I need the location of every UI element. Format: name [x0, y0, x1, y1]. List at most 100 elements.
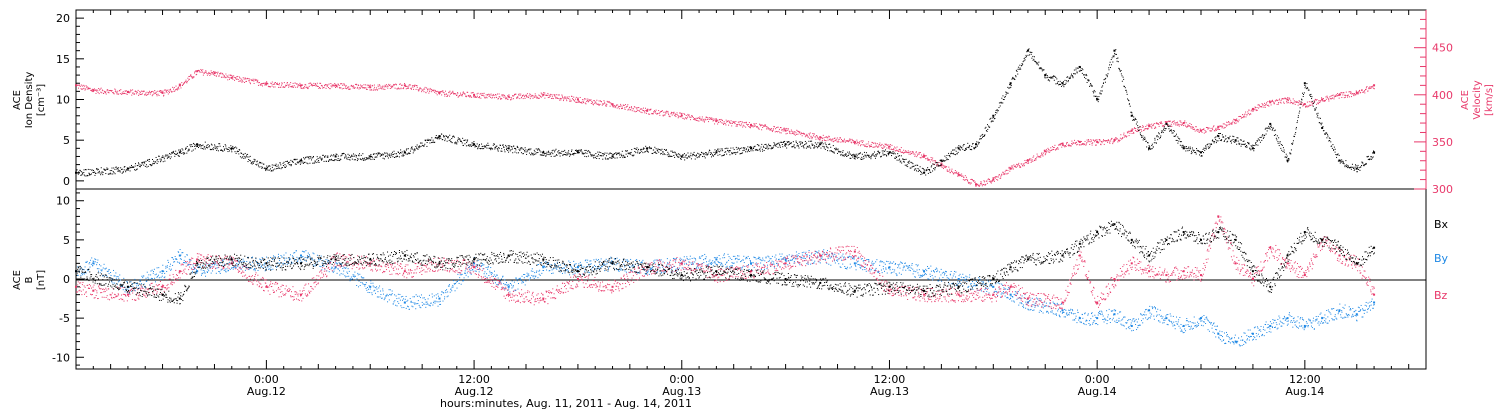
velocity-sample: [1082, 142, 1084, 144]
ion-density-sample: [1168, 128, 1170, 130]
ion-density-sample: [540, 154, 542, 156]
velocity-sample: [446, 96, 448, 98]
velocity-sample: [470, 95, 472, 97]
velocity-sample: [168, 89, 170, 91]
velocity-sample: [931, 158, 933, 160]
velocity-sample: [1075, 142, 1077, 144]
ion-density-sample: [384, 156, 386, 158]
ion-density-sample: [691, 155, 693, 157]
velocity-sample: [562, 100, 564, 102]
velocity-sample: [856, 141, 858, 143]
ion-density-sample: [602, 158, 604, 160]
velocity-sample: [1203, 132, 1205, 134]
velocity-sample: [155, 92, 157, 94]
velocity-sample: [1351, 93, 1353, 95]
ion-density-sample: [574, 149, 576, 151]
ion-density-sample: [168, 156, 170, 158]
velocity-sample: [1051, 149, 1053, 151]
velocity-point: [646, 109, 649, 112]
velocity-sample: [1084, 140, 1086, 142]
ion-density-sample: [444, 140, 446, 142]
ion-density-sample: [522, 153, 524, 155]
velocity-sample: [488, 96, 490, 98]
ion-density-sample: [318, 159, 320, 161]
velocity-sample: [1199, 128, 1201, 130]
ion-density-sample: [1037, 62, 1039, 64]
ion-density-sample: [698, 153, 700, 155]
ion-density-sample: [218, 143, 220, 145]
ion-density-sample: [1065, 82, 1067, 84]
ion-density-sample: [1094, 91, 1096, 93]
ion-density-sample: [455, 142, 457, 144]
velocity-sample: [977, 184, 979, 186]
velocity-sample: [293, 86, 295, 88]
velocity-sample: [1277, 103, 1279, 105]
ion-density-sample: [349, 157, 351, 159]
velocity-sample: [644, 107, 646, 109]
ion-density-sample: [247, 153, 249, 155]
velocity-sample: [1251, 109, 1253, 111]
velocity-sample: [834, 137, 836, 139]
ion-density-sample: [735, 153, 737, 155]
ion-density-sample: [608, 153, 610, 155]
ion-density-sample: [926, 168, 928, 170]
ion-density-sample: [1079, 67, 1081, 69]
ion-density-sample: [149, 158, 151, 160]
velocity-sample: [923, 153, 925, 155]
velocity-sample: [1100, 144, 1102, 146]
velocity-sample: [243, 78, 245, 80]
ion-density-sample: [164, 160, 166, 162]
ion-density-sample: [1068, 78, 1070, 80]
ion-density-sample: [761, 143, 763, 145]
ion-density-sample: [354, 159, 356, 161]
velocity-sample: [487, 93, 489, 95]
ion-density-sample: [1037, 64, 1039, 66]
ion-density-sample: [856, 157, 858, 159]
velocity-sample: [124, 92, 126, 94]
velocity-sample: [238, 76, 240, 78]
ion-density-sample: [788, 143, 790, 145]
velocity-sample: [211, 72, 213, 74]
velocity-sample: [579, 101, 581, 103]
ion-density-sample: [514, 151, 516, 153]
velocity-sample: [103, 90, 105, 92]
velocity-sample: [646, 109, 648, 111]
ion-density-sample: [488, 144, 490, 146]
velocity-sample: [1340, 94, 1342, 96]
velocity-sample: [286, 82, 288, 84]
ion-density-sample: [206, 144, 208, 146]
ion-density-sample: [655, 152, 657, 154]
ion-density-sample: [742, 150, 744, 152]
ion-density-sample: [552, 153, 554, 155]
velocity-sample: [1293, 102, 1295, 104]
velocity-sample: [1064, 146, 1066, 148]
velocity-sample: [751, 125, 753, 127]
ion-density-sample: [88, 172, 90, 174]
velocity-sample: [1355, 90, 1357, 92]
velocity-sample: [744, 122, 746, 124]
ion-density-sample: [181, 152, 183, 154]
velocity-sample: [497, 97, 499, 99]
velocity-sample: [1182, 123, 1184, 125]
ion-density-sample: [1154, 137, 1156, 139]
velocity-sample: [971, 179, 973, 181]
ion-density-sample: [434, 137, 436, 139]
ion-density-sample: [658, 149, 660, 151]
velocity-sample: [862, 140, 864, 142]
velocity-sample: [1074, 143, 1076, 145]
ion-density-sample: [409, 150, 411, 152]
ion-density-sample: [141, 163, 143, 165]
ion-density-sample: [1158, 133, 1160, 135]
velocity-sample: [666, 111, 668, 113]
ion-density-sample: [240, 152, 242, 154]
ion-density-sample: [625, 150, 627, 152]
ion-density-sample: [609, 157, 611, 159]
ion-density-sample: [877, 150, 879, 152]
velocity-sample: [1186, 125, 1188, 127]
ion-density-sample: [729, 149, 731, 151]
velocity-sample: [1021, 165, 1023, 167]
ion-density-sample: [201, 148, 203, 150]
ion-density-sample: [415, 145, 417, 147]
ion-density-sample: [877, 150, 879, 152]
velocity-sample: [83, 84, 85, 86]
